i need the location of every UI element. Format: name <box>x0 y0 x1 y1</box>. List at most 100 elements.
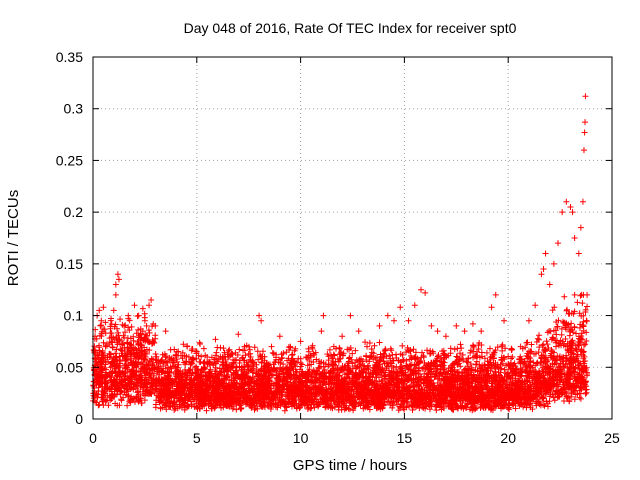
data-point <box>229 405 236 412</box>
data-point <box>152 350 159 357</box>
data-point <box>233 406 240 413</box>
data-point <box>366 340 373 347</box>
data-point <box>143 322 150 329</box>
data-point <box>460 357 467 364</box>
data-point <box>551 397 558 404</box>
data-point <box>528 341 535 348</box>
data-point <box>388 347 395 354</box>
data-point <box>580 322 587 329</box>
data-point <box>525 348 532 355</box>
data-point <box>577 390 584 397</box>
data-point <box>563 307 570 314</box>
data-point <box>126 398 133 405</box>
data-point <box>506 401 513 408</box>
data-point <box>99 328 106 335</box>
data-point <box>577 321 584 328</box>
data-point <box>524 339 531 346</box>
data-point <box>536 344 543 351</box>
data-point <box>326 346 333 353</box>
data-point <box>582 341 589 348</box>
data-point <box>141 397 148 404</box>
data-point <box>508 345 515 352</box>
data-point <box>100 339 107 346</box>
data-point <box>499 341 506 348</box>
data-point <box>95 402 102 409</box>
data-point <box>434 366 441 373</box>
data-point <box>534 335 541 342</box>
data-point <box>574 299 581 306</box>
data-point <box>507 366 514 373</box>
data-point <box>560 397 567 404</box>
data-point <box>349 360 356 367</box>
data-point <box>412 349 419 356</box>
data-point <box>545 345 552 352</box>
data-point <box>566 332 573 339</box>
data-point <box>534 359 541 366</box>
data-point <box>399 342 406 349</box>
data-point <box>584 303 591 310</box>
data-point <box>111 391 118 398</box>
data-point <box>254 402 261 409</box>
data-point <box>145 327 152 334</box>
data-point <box>125 346 132 353</box>
data-point <box>297 366 304 373</box>
data-point <box>498 343 505 350</box>
data-point <box>205 358 212 365</box>
data-point <box>135 326 142 333</box>
data-point <box>193 366 200 373</box>
data-point <box>106 372 113 379</box>
data-point <box>139 305 146 312</box>
data-point <box>389 351 396 358</box>
data-point <box>112 350 119 357</box>
data-point <box>196 339 203 346</box>
data-point <box>538 390 545 397</box>
data-point <box>540 341 547 348</box>
data-point <box>467 349 474 356</box>
data-point <box>535 349 542 356</box>
data-point <box>572 346 579 353</box>
data-point <box>371 342 378 349</box>
data-point <box>571 291 578 298</box>
data-point <box>134 313 141 320</box>
data-point <box>255 356 262 363</box>
data-point <box>456 350 463 357</box>
data-point <box>309 378 316 385</box>
data-point <box>553 319 560 326</box>
data-point <box>232 349 239 356</box>
data-point <box>576 394 583 401</box>
data-point <box>132 372 139 379</box>
data-point <box>113 354 120 361</box>
data-point <box>577 292 584 299</box>
data-point <box>547 352 554 359</box>
data-point <box>146 357 153 364</box>
data-point <box>201 360 208 367</box>
data-point <box>288 403 295 410</box>
data-point <box>217 344 224 351</box>
data-point <box>457 341 464 348</box>
data-point <box>336 344 343 351</box>
data-point <box>350 407 357 414</box>
data-point <box>215 356 222 363</box>
data-point <box>109 338 116 345</box>
data-point <box>577 339 584 346</box>
data-point <box>117 316 124 323</box>
data-point <box>578 291 585 298</box>
data-point <box>355 401 362 408</box>
grid-lines <box>93 57 612 419</box>
data-point <box>306 357 313 364</box>
data-point <box>494 344 501 351</box>
data-point <box>207 366 214 373</box>
data-point <box>107 330 114 337</box>
data-point <box>447 345 454 352</box>
data-point <box>458 345 465 352</box>
data-point <box>304 354 311 361</box>
data-point <box>539 395 546 402</box>
data-point <box>330 351 337 358</box>
data-points <box>90 93 591 414</box>
data-point <box>531 350 538 357</box>
data-point <box>550 394 557 401</box>
data-point <box>572 391 579 398</box>
data-point <box>522 367 529 374</box>
